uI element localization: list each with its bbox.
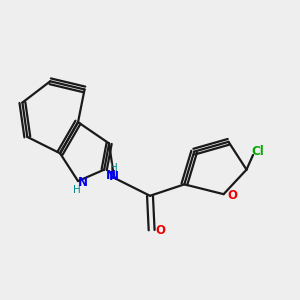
Text: O: O: [228, 189, 238, 202]
Text: N: N: [109, 170, 119, 183]
Text: N: N: [78, 176, 88, 189]
Text: H: H: [73, 185, 80, 195]
Text: H: H: [110, 163, 118, 173]
Text: N: N: [106, 169, 116, 182]
Text: O: O: [156, 224, 166, 237]
Text: Cl: Cl: [252, 145, 264, 158]
